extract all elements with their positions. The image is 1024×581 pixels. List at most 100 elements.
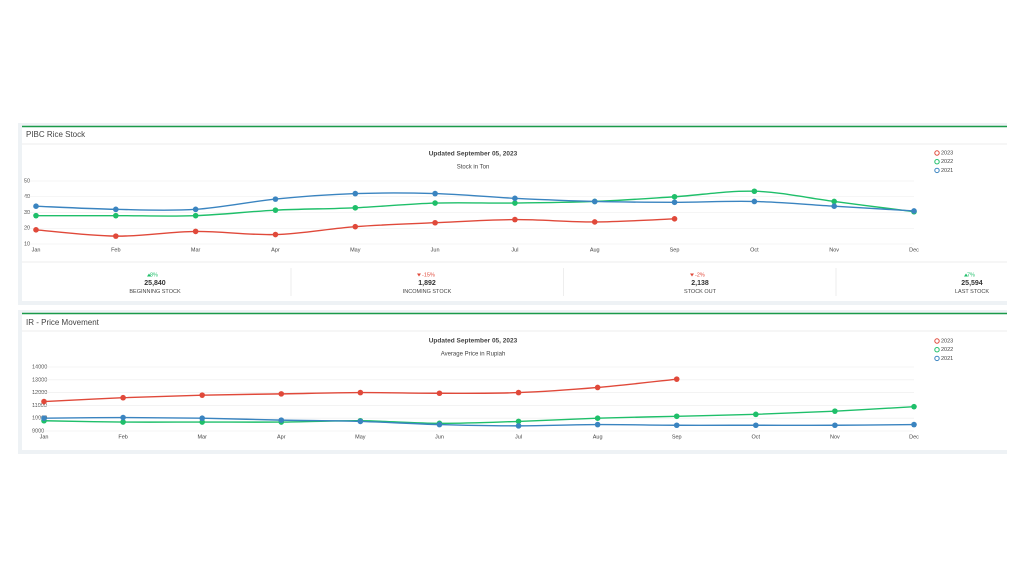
legend-marker: [934, 355, 940, 362]
data-point: [512, 200, 518, 206]
panel-body: [22, 127, 1007, 301]
x-tick-label: Sep: [672, 434, 682, 440]
series-line: [35, 192, 915, 212]
data-point: [278, 417, 285, 423]
x-tick-label: Feb: [118, 434, 127, 440]
x-tick-label: Sep: [670, 247, 680, 253]
x-tick-label: Jan: [32, 247, 41, 253]
data-point: [594, 421, 601, 428]
y-tick-label: 50: [24, 178, 30, 184]
legend-label: 2022: [941, 159, 953, 165]
chart-subtitle: Average Price in Rupiah: [441, 352, 506, 358]
x-tick-label: Nov: [829, 247, 839, 253]
data-point: [41, 398, 47, 405]
stat-value: 1,892: [418, 280, 436, 287]
data-point: [33, 227, 39, 233]
data-point: [432, 190, 438, 197]
data-point: [357, 418, 364, 425]
data-point: [272, 196, 279, 202]
legend-marker: [934, 150, 940, 156]
data-point: [673, 422, 680, 429]
chart-subtitle: Stock in Ton: [457, 165, 490, 171]
x-tick-label: Mar: [191, 247, 201, 253]
series-line: [43, 416, 915, 427]
chart-title: Updated September 05, 2023: [429, 151, 518, 158]
data-point: [512, 216, 518, 223]
data-point: [515, 389, 522, 396]
stat-label: INCOMING STOCK: [403, 289, 452, 295]
data-point: [113, 212, 119, 219]
data-point: [352, 204, 359, 211]
data-point: [33, 203, 39, 209]
data-point: [671, 199, 678, 206]
data-point: [831, 203, 837, 209]
legend-marker: [934, 159, 940, 165]
x-tick-label: Jul: [515, 434, 522, 440]
data-point: [120, 419, 126, 425]
x-tick-label: Aug: [593, 434, 603, 440]
stat-change: -15%: [422, 272, 435, 278]
data-point: [751, 198, 758, 205]
stat-label: STOCK OUT: [684, 289, 717, 295]
data-point: [832, 408, 838, 414]
x-tick-label: Feb: [111, 247, 120, 253]
data-point: [120, 394, 126, 401]
x-tick-label: Oct: [750, 247, 759, 253]
panel-title: IR - Price Movement: [26, 318, 100, 327]
y-tick-label: 12000: [32, 390, 47, 396]
data-point: [512, 195, 518, 202]
data-point: [278, 391, 285, 397]
y-tick-label: 10: [24, 241, 30, 247]
data-point: [199, 392, 205, 398]
stat-value: 25,594: [961, 280, 983, 287]
legend-label: 2021: [941, 356, 953, 362]
stat-label: LAST STOCK: [955, 289, 989, 295]
data-point: [911, 208, 917, 214]
chart-title: Updated September 05, 2023: [429, 338, 518, 345]
x-tick-label: Oct: [752, 434, 761, 440]
legend-marker: [934, 167, 940, 174]
stat-change: -2%: [695, 272, 705, 278]
trend-arrow: [417, 273, 421, 277]
data-point: [41, 415, 47, 422]
data-point: [673, 413, 680, 420]
legend-marker: [934, 338, 940, 344]
y-tick-label: 14000: [32, 364, 47, 370]
panel-body: [22, 314, 1007, 450]
stat-change: 8%: [150, 272, 158, 278]
data-point: [436, 421, 443, 428]
x-tick-label: Mar: [197, 434, 207, 440]
data-point: [432, 219, 438, 226]
data-point: [113, 233, 119, 239]
stat-value: 25,840: [144, 280, 166, 287]
data-point: [594, 415, 601, 422]
data-point: [515, 418, 522, 425]
data-point: [591, 219, 598, 225]
data-point: [272, 207, 279, 213]
y-tick-label: 11000: [32, 403, 47, 409]
x-tick-label: Nov: [830, 434, 840, 440]
data-point: [199, 419, 205, 425]
data-point: [671, 216, 678, 222]
panel-title: PIBC Rice Stock: [26, 130, 86, 139]
data-point: [751, 188, 758, 195]
data-point: [594, 384, 601, 391]
x-tick-label: May: [350, 247, 361, 253]
legend-label: 2023: [941, 150, 953, 156]
data-point: [671, 193, 678, 200]
legend-label: 2022: [941, 347, 953, 353]
data-point: [832, 422, 838, 429]
data-point: [352, 223, 359, 230]
data-point: [192, 206, 199, 213]
data-point: [432, 200, 438, 206]
data-point: [192, 228, 199, 235]
data-point: [515, 423, 522, 429]
x-tick-label: Dec: [909, 434, 919, 440]
y-tick-label: 40: [24, 194, 30, 200]
data-point: [911, 403, 917, 410]
x-tick-label: Jul: [511, 247, 518, 253]
y-tick-label: 20: [24, 226, 30, 232]
stat-change: 7%: [967, 272, 975, 278]
